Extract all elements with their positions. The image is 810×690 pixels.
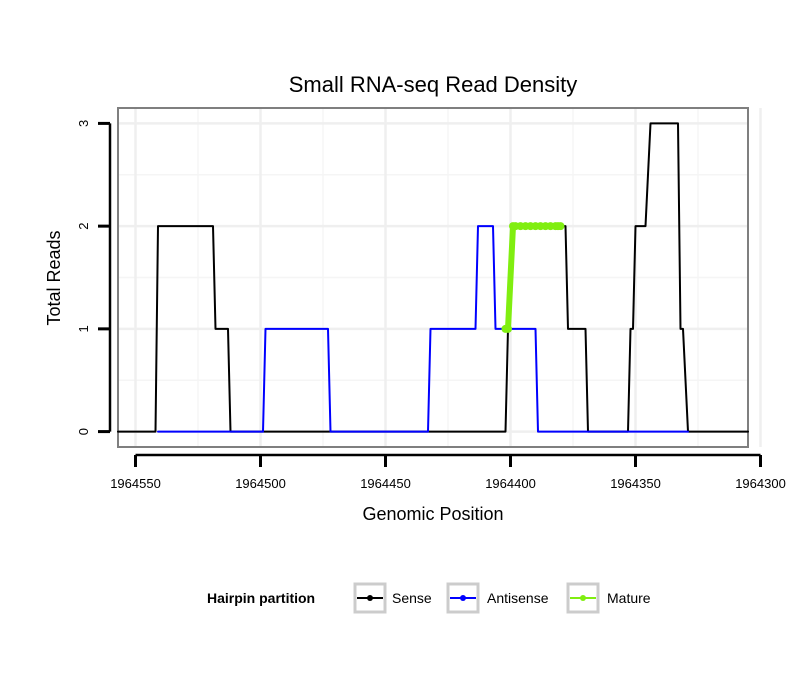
- legend-label-mature: Mature: [607, 590, 651, 606]
- legend-key-antisense: [446, 582, 480, 614]
- legend-key-sense: [353, 582, 387, 614]
- legend-title: Hairpin partition: [207, 590, 315, 606]
- mature-point: [556, 222, 565, 231]
- series-lines: [117, 122, 749, 433]
- legend-key-dot: [460, 595, 466, 601]
- x-tick-label: 1964400: [485, 476, 536, 491]
- x-tick-label: 1964550: [110, 476, 161, 491]
- chart-title: Small RNA-seq Read Density: [289, 72, 578, 97]
- axes: 1964550 1964500 1964450 1964400 1964350 19643…: [76, 120, 786, 491]
- x-tick-label: 1964450: [360, 476, 411, 491]
- x-tick-label: 1964500: [235, 476, 286, 491]
- y-tick-label: 1: [76, 325, 91, 332]
- legend-label-sense: Sense: [392, 590, 432, 606]
- y-tick-label: 0: [76, 428, 91, 435]
- x-tick-label: 1964350: [610, 476, 661, 491]
- y-tick-label: 2: [76, 223, 91, 230]
- legend-label-antisense: Antisense: [487, 590, 549, 606]
- grid-lines: [118, 108, 762, 447]
- x-tick-label: 1964300: [735, 476, 786, 491]
- y-axis-label: Total Reads: [44, 230, 64, 325]
- series-line-antisense: [157, 225, 689, 433]
- legend: Hairpin partition Sense Antisense Mature: [207, 582, 651, 614]
- plot-panel-border: [117, 107, 749, 448]
- legend-key-dot: [367, 595, 373, 601]
- mature-point: [504, 324, 512, 333]
- y-tick-label: 3: [76, 120, 91, 127]
- x-axis-label: Genomic Position: [362, 504, 503, 524]
- legend-key-mature: [566, 582, 600, 614]
- legend-key-dot: [580, 595, 586, 601]
- series-line-sense: [117, 122, 749, 433]
